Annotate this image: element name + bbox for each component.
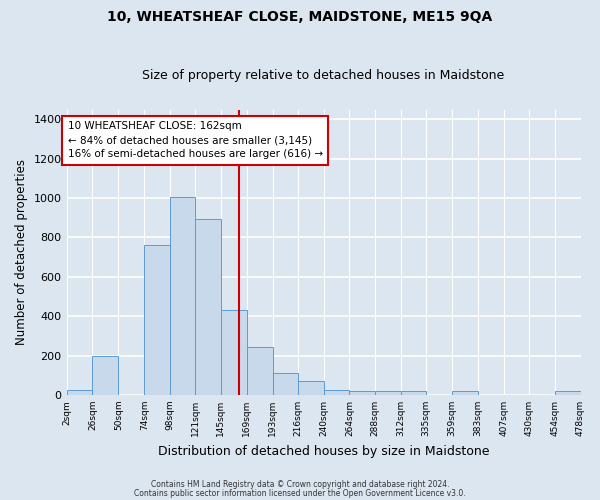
Bar — [247, 346, 273, 395]
Text: Contains public sector information licensed under the Open Government Licence v3: Contains public sector information licen… — [134, 488, 466, 498]
Bar — [195, 219, 221, 395]
Bar — [298, 381, 323, 395]
Bar — [67, 390, 92, 395]
Bar — [273, 374, 298, 395]
Bar — [144, 246, 170, 395]
Bar — [401, 391, 426, 395]
Text: 10 WHEATSHEAF CLOSE: 162sqm
← 84% of detached houses are smaller (3,145)
16% of : 10 WHEATSHEAF CLOSE: 162sqm ← 84% of det… — [68, 122, 323, 160]
Bar — [349, 391, 376, 395]
Bar — [170, 197, 195, 395]
Bar — [221, 310, 247, 395]
X-axis label: Distribution of detached houses by size in Maidstone: Distribution of detached houses by size … — [158, 444, 489, 458]
Title: Size of property relative to detached houses in Maidstone: Size of property relative to detached ho… — [142, 69, 505, 82]
Y-axis label: Number of detached properties: Number of detached properties — [15, 159, 28, 345]
Bar — [323, 390, 349, 395]
Bar — [452, 391, 478, 395]
Bar — [554, 391, 581, 395]
Bar — [376, 391, 401, 395]
Text: Contains HM Land Registry data © Crown copyright and database right 2024.: Contains HM Land Registry data © Crown c… — [151, 480, 449, 489]
Text: 10, WHEATSHEAF CLOSE, MAIDSTONE, ME15 9QA: 10, WHEATSHEAF CLOSE, MAIDSTONE, ME15 9Q… — [107, 10, 493, 24]
Bar — [92, 356, 118, 395]
